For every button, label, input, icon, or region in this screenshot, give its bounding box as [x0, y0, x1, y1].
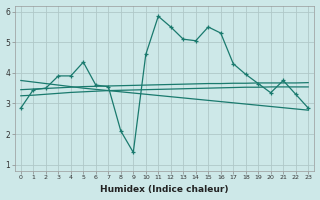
X-axis label: Humidex (Indice chaleur): Humidex (Indice chaleur) [100, 185, 229, 194]
